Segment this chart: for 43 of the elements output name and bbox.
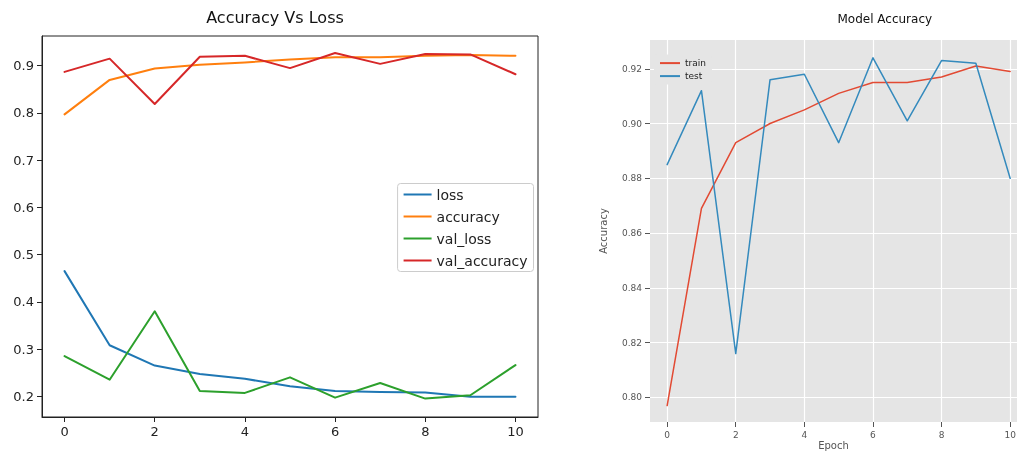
y-axis-title: Accuracy <box>597 208 609 254</box>
y-tick-label: 0.88 <box>621 173 643 184</box>
y-tick-label: 0.9 <box>13 58 34 74</box>
y-tick-label: 0.4 <box>13 294 34 310</box>
y-tick-label: 0.3 <box>13 341 34 357</box>
x-tick-label: 2 <box>150 424 159 439</box>
y-tick-label: 0.92 <box>621 63 642 74</box>
x-tick-label: 0 <box>60 424 69 439</box>
y-tick-label: 0.6 <box>13 199 34 215</box>
x-tick-label: 4 <box>240 424 250 439</box>
y-tick-label: 0.84 <box>621 282 643 293</box>
legend-label: val_loss <box>436 230 492 247</box>
legend-label: accuracy <box>436 208 500 225</box>
y-tick-label: 0.5 <box>13 247 34 263</box>
line-series <box>63 53 517 116</box>
y-tick-label: 0.82 <box>621 337 642 348</box>
line-series <box>63 270 517 398</box>
x-tick-label: 6 <box>330 424 340 439</box>
legend-label: loss <box>436 186 464 203</box>
x-tick-label: 6 <box>870 429 877 440</box>
x-tick-label: 8 <box>938 429 945 440</box>
y-tick-label: 0.8 <box>13 105 34 121</box>
x-tick-label: 0 <box>664 429 671 440</box>
line-series <box>666 57 1011 355</box>
x-tick-label: 8 <box>421 424 430 439</box>
chart-title: Model Accuracy <box>837 12 933 26</box>
x-tick-label: 4 <box>801 429 808 440</box>
y-tick-label: 0.2 <box>13 388 34 404</box>
y-tick-label: 0.7 <box>13 152 34 168</box>
legend-label: test <box>685 71 703 82</box>
x-tick-label: 10 <box>1004 429 1017 440</box>
x-tick-label: 10 <box>507 424 524 439</box>
x-axis-title: Epoch <box>818 439 849 451</box>
legend-label: train <box>685 58 706 69</box>
line-series <box>63 310 517 400</box>
chart-title: Accuracy Vs Loss <box>206 7 344 27</box>
legend-label: val_accuracy <box>436 252 528 269</box>
y-tick-label: 0.86 <box>621 228 643 239</box>
x-tick-label: 2 <box>732 429 739 440</box>
y-tick-label: 0.90 <box>621 118 643 129</box>
line-series <box>666 65 1011 407</box>
line-series <box>63 52 517 105</box>
y-tick-label: 0.80 <box>621 392 643 403</box>
